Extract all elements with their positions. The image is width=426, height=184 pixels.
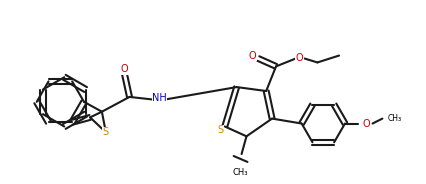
Text: CH₃: CH₃ (387, 114, 401, 123)
Text: S: S (218, 125, 224, 135)
Text: O: O (249, 51, 256, 61)
Text: NH: NH (152, 93, 167, 103)
Text: O: O (363, 118, 371, 128)
Text: O: O (296, 52, 303, 63)
Text: CH₃: CH₃ (233, 168, 248, 177)
Text: S: S (103, 127, 109, 137)
Text: O: O (121, 64, 128, 74)
